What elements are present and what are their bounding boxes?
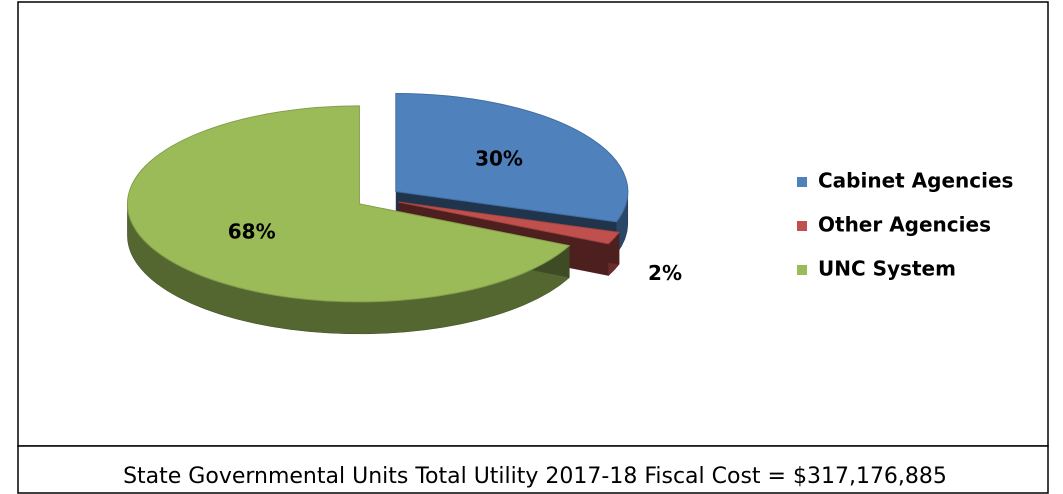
legend-label: Other Agencies: [818, 213, 991, 237]
caption: State Governmental Units Total Utility 2…: [123, 464, 947, 489]
legend-label: UNC System: [818, 257, 956, 281]
legend-swatch: [797, 221, 807, 231]
data-label: 2%: [648, 261, 682, 285]
legend-swatch: [797, 177, 807, 187]
caption-box: [17, 445, 1049, 494]
legend-label: Cabinet Agencies: [818, 169, 1013, 193]
slice: [126, 105, 571, 303]
slice: [398, 201, 621, 245]
data-label: 30%: [475, 146, 523, 170]
slice: [395, 93, 629, 223]
legend-swatch: [797, 265, 807, 275]
data-label: 68%: [228, 219, 276, 243]
